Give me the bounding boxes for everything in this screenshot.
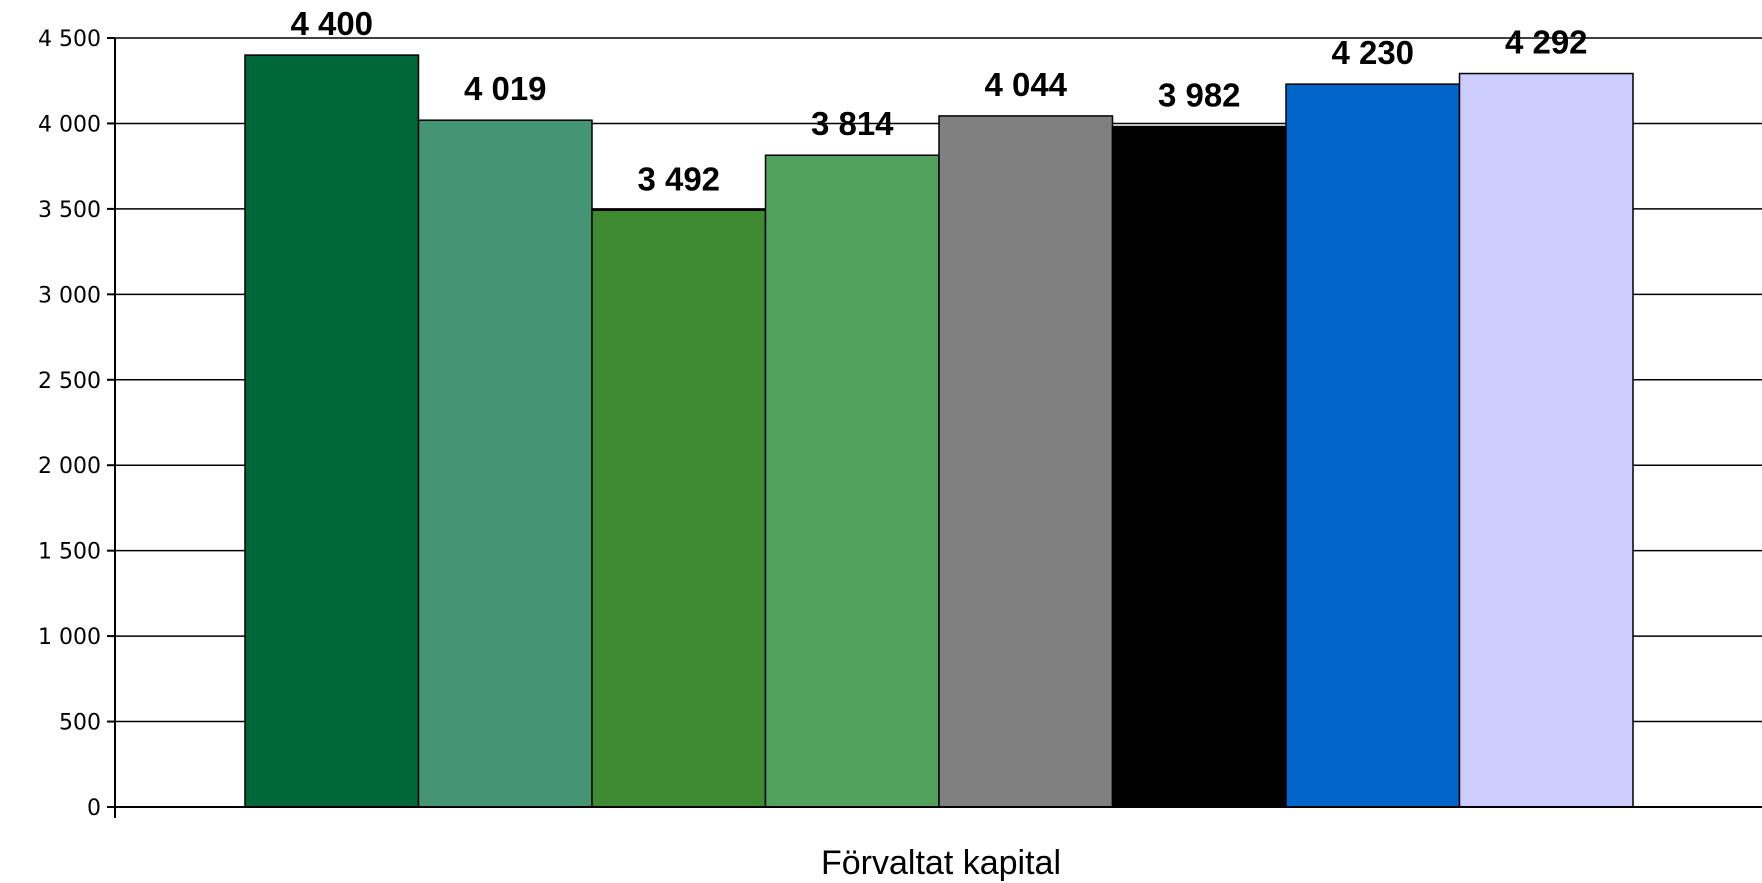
- bar: [1285, 83, 1461, 808]
- y-tick-label: 2 500: [38, 369, 101, 394]
- y-tick-label: 4 500: [38, 27, 101, 52]
- y-tick-labels: 0 500 1 000 1 500 2 000 2 500 3 000 3 500 4 000 4…: [38, 27, 101, 821]
- x-axis-title: Förvaltat kapital: [821, 844, 1061, 882]
- y-tick-label: 0: [87, 796, 101, 821]
- bar-value-label: 4 019: [464, 70, 547, 107]
- bar: [591, 209, 767, 808]
- y-tick-label: 3 000: [38, 283, 101, 308]
- y-tick-label: 2 000: [38, 454, 101, 479]
- bars: [244, 54, 1634, 808]
- bar: [764, 154, 940, 808]
- bar: [1458, 72, 1634, 808]
- y-tick-label: 4 000: [38, 112, 101, 137]
- axes: [114, 38, 1762, 818]
- bar: [417, 119, 593, 808]
- bar-value-label: 3 492: [637, 160, 720, 197]
- bar-value-label: 4 230: [1331, 34, 1414, 71]
- y-tick-label: 3 500: [38, 198, 101, 223]
- y-tick-label: 500: [59, 711, 101, 736]
- bar: [938, 115, 1114, 808]
- bar: [1111, 125, 1287, 808]
- y-tick-label: 1 000: [38, 625, 101, 650]
- bar: [244, 54, 420, 808]
- data-labels: 4 400 4 019 3 492 3 814 4 044 3 982 4 230 4 292: [290, 5, 1587, 197]
- bar-value-label: 3 982: [1158, 77, 1241, 114]
- bar-value-label: 4 400: [290, 5, 373, 42]
- y-tick-label: 1 500: [38, 540, 101, 565]
- bar-value-label: 3 814: [811, 105, 894, 142]
- bar-value-label: 4 044: [984, 66, 1067, 103]
- bar-value-label: 4 292: [1505, 24, 1588, 61]
